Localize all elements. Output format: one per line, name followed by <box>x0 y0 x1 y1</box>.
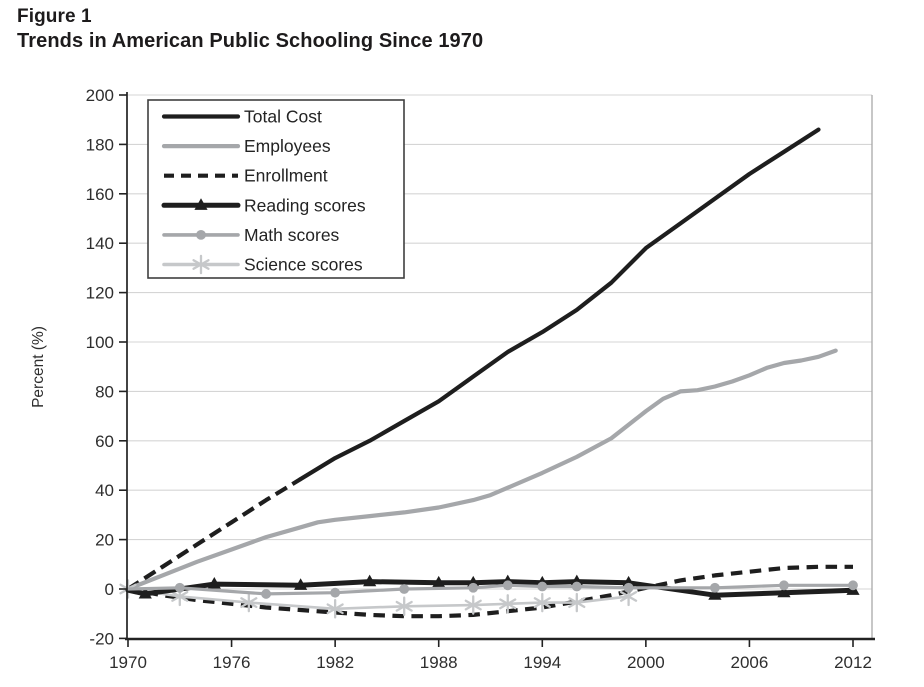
y-tick-label: 0 <box>105 580 114 599</box>
legend-box <box>147 99 405 279</box>
series-math-scores <box>126 580 858 599</box>
x-tick-label: 2000 <box>627 653 665 672</box>
legend-entry-enrollment: Enrollment <box>164 166 328 186</box>
x-tick-label: 1970 <box>109 653 147 672</box>
legend-label: Science scores <box>244 255 363 275</box>
y-tick-label: 40 <box>95 481 114 500</box>
y-tick-label: 120 <box>86 284 114 303</box>
x-tick-label: 1994 <box>523 653 561 672</box>
x-tick-label: 2012 <box>834 653 872 672</box>
y-tick-label: 140 <box>86 234 114 253</box>
y-tick-label: 80 <box>95 382 114 401</box>
legend-entry-math-scores: Math scores <box>162 225 340 245</box>
series-employees <box>125 348 838 592</box>
x-tick-label: 1982 <box>316 653 354 672</box>
legend: Total Cost Employees Enrollment Reading sco… <box>147 99 405 279</box>
y-tick-label: -20 <box>89 629 114 648</box>
y-tick-label: 160 <box>86 185 114 204</box>
legend-label: Employees <box>244 136 331 156</box>
series-total-cost <box>126 127 821 591</box>
x-tick-label: 1988 <box>420 653 458 672</box>
legend-label: Math scores <box>244 225 340 245</box>
series-science-scores <box>119 579 638 619</box>
x-axis-ticks: 1970 1976 1982 1988 1994 2000 2006 2012 <box>109 639 872 672</box>
legend-entry-employees: Employees <box>161 136 331 156</box>
y-tick-label: 180 <box>86 135 114 154</box>
legend-entry-science-scores: Science scores <box>162 255 363 275</box>
x-tick-label: 1976 <box>213 653 251 672</box>
legend-label: Total Cost <box>244 107 322 127</box>
legend-entry-reading-scores: Reading scores <box>161 195 366 215</box>
figure-label: Figure 1 <box>17 6 92 27</box>
legend-label: Enrollment <box>244 166 328 186</box>
figure-caption: Trends in American Public Schooling Sinc… <box>17 30 484 52</box>
legend-label: Reading scores <box>244 195 366 215</box>
legend-entry-total-cost: Total Cost <box>161 107 322 127</box>
y-tick-label: 100 <box>86 333 114 352</box>
x-tick-label: 2006 <box>731 653 769 672</box>
y-tick-label: 60 <box>95 432 114 451</box>
figure-title-block: Figure 1 Trends in American Public Schoo… <box>17 5 483 54</box>
y-axis-title: Percent (%) <box>30 326 47 408</box>
y-tick-label: 20 <box>95 531 114 550</box>
asterisk-markers <box>119 579 638 619</box>
circle-markers <box>174 580 858 599</box>
y-tick-label: 200 <box>86 86 114 105</box>
